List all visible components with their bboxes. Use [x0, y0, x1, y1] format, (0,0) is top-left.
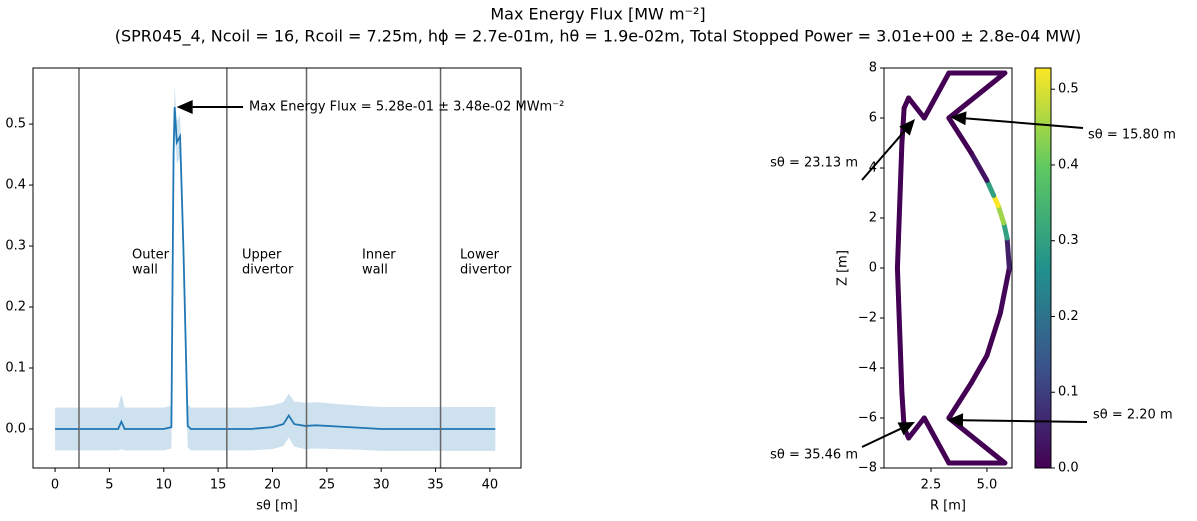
y-tick-label: 6 [869, 111, 877, 126]
x-tick-label: 25 [319, 478, 336, 493]
colorbar-tick-label: 0.5 [1058, 82, 1079, 97]
region-label: Outer [132, 248, 170, 263]
arrow-head [950, 111, 967, 126]
y-axis-label: Z [m] [836, 250, 851, 286]
colorbar [1034, 67, 1052, 469]
region-label: wall [132, 263, 158, 278]
y-tick-label: 0.1 [5, 361, 26, 376]
wall-segment [997, 265, 1012, 316]
x-tick-label: 0 [51, 478, 59, 493]
colorbar-tick-label: 0.3 [1058, 233, 1079, 248]
arrow-head [897, 422, 915, 436]
error-band [55, 85, 496, 451]
y-tick-label: 2 [869, 211, 877, 226]
wall-segment [984, 310, 1003, 358]
x-tick-label: 20 [264, 478, 281, 493]
position-annotation: sθ = 35.46 m [770, 448, 858, 463]
title: Max Energy Flux [MW m⁻²] [490, 5, 705, 24]
wall-segment [894, 265, 905, 396]
wall-segment [984, 178, 997, 198]
wall-segment [946, 115, 974, 156]
x-tick-label: 2.5 [921, 478, 942, 493]
region-label: Upper [242, 248, 282, 263]
position-annotation: sθ = 15.80 m [1088, 128, 1176, 143]
y-tick-label: 8 [869, 61, 877, 76]
wall-segment [995, 203, 1007, 226]
wall-segment [899, 390, 907, 431]
wall-segment [968, 353, 990, 386]
wall-segment [906, 415, 927, 441]
wall-segment [894, 140, 905, 271]
y-tick-label: 0 [869, 261, 877, 276]
arrow-head [176, 100, 193, 115]
region-label: Inner [362, 248, 396, 263]
wall-segment [921, 70, 952, 121]
colorbar-tick-label: 0.0 [1058, 461, 1079, 476]
x-tick-label: 35 [427, 478, 444, 493]
wall-segment [946, 70, 1008, 121]
y-tick-label: −4 [858, 361, 877, 376]
y-tick-label: −6 [858, 411, 877, 426]
subtitle: (SPR045_4, Ncoil = 16, Rcoil = 7.25m, hϕ… [115, 27, 1082, 47]
region-label: divertor [242, 263, 294, 278]
region-label: wall [362, 263, 388, 278]
wall-segment [946, 380, 974, 421]
x-tick-label: 5 [105, 478, 113, 493]
arrow-head [899, 119, 915, 136]
wall-segment [921, 415, 952, 466]
x-tick-label: 15 [210, 478, 227, 493]
colorbar-tick-label: 0.2 [1058, 309, 1079, 324]
x-tick-label: 5.0 [977, 478, 998, 493]
wall-segment [1004, 235, 1012, 271]
colorbar-tick-label: 0.4 [1058, 157, 1079, 172]
colorbar-tick-label: 0.1 [1058, 385, 1079, 400]
position-annotation: sθ = 23.13 m [770, 156, 858, 171]
arrow-line [861, 130, 906, 181]
y-tick-label: −2 [858, 311, 877, 326]
wall-segment [1001, 220, 1010, 241]
flux-line [55, 106, 496, 430]
wall-segment [968, 150, 990, 183]
y-tick-label: 0.4 [5, 178, 26, 193]
y-tick-label: 0.5 [5, 117, 26, 132]
x-tick-label: 30 [373, 478, 390, 493]
x-tick-label: 40 [482, 478, 499, 493]
y-tick-label: 0.3 [5, 239, 26, 254]
arrow-line [861, 427, 901, 448]
max-annotation: Max Energy Flux = 5.28e-01 ± 3.48e-02 MW… [249, 100, 564, 115]
position-annotation: sθ = 2.20 m [1093, 408, 1173, 423]
y-tick-label: 0.2 [5, 300, 26, 315]
y-tick-label: 0.0 [5, 421, 26, 436]
region-label: Lower [460, 248, 500, 263]
y-tick-label: −8 [858, 461, 877, 476]
wall-segment [906, 95, 927, 121]
wall-segment [946, 415, 1008, 466]
arrow-line [962, 419, 1088, 423]
x-axis-label: R [m] [930, 499, 966, 514]
x-tick-label: 10 [156, 478, 173, 493]
region-label: divertor [460, 263, 512, 278]
arrow-head [947, 413, 964, 428]
x-axis-label: sθ [m] [256, 499, 298, 514]
axes-frame [32, 67, 522, 469]
arrow-line [965, 117, 1084, 129]
